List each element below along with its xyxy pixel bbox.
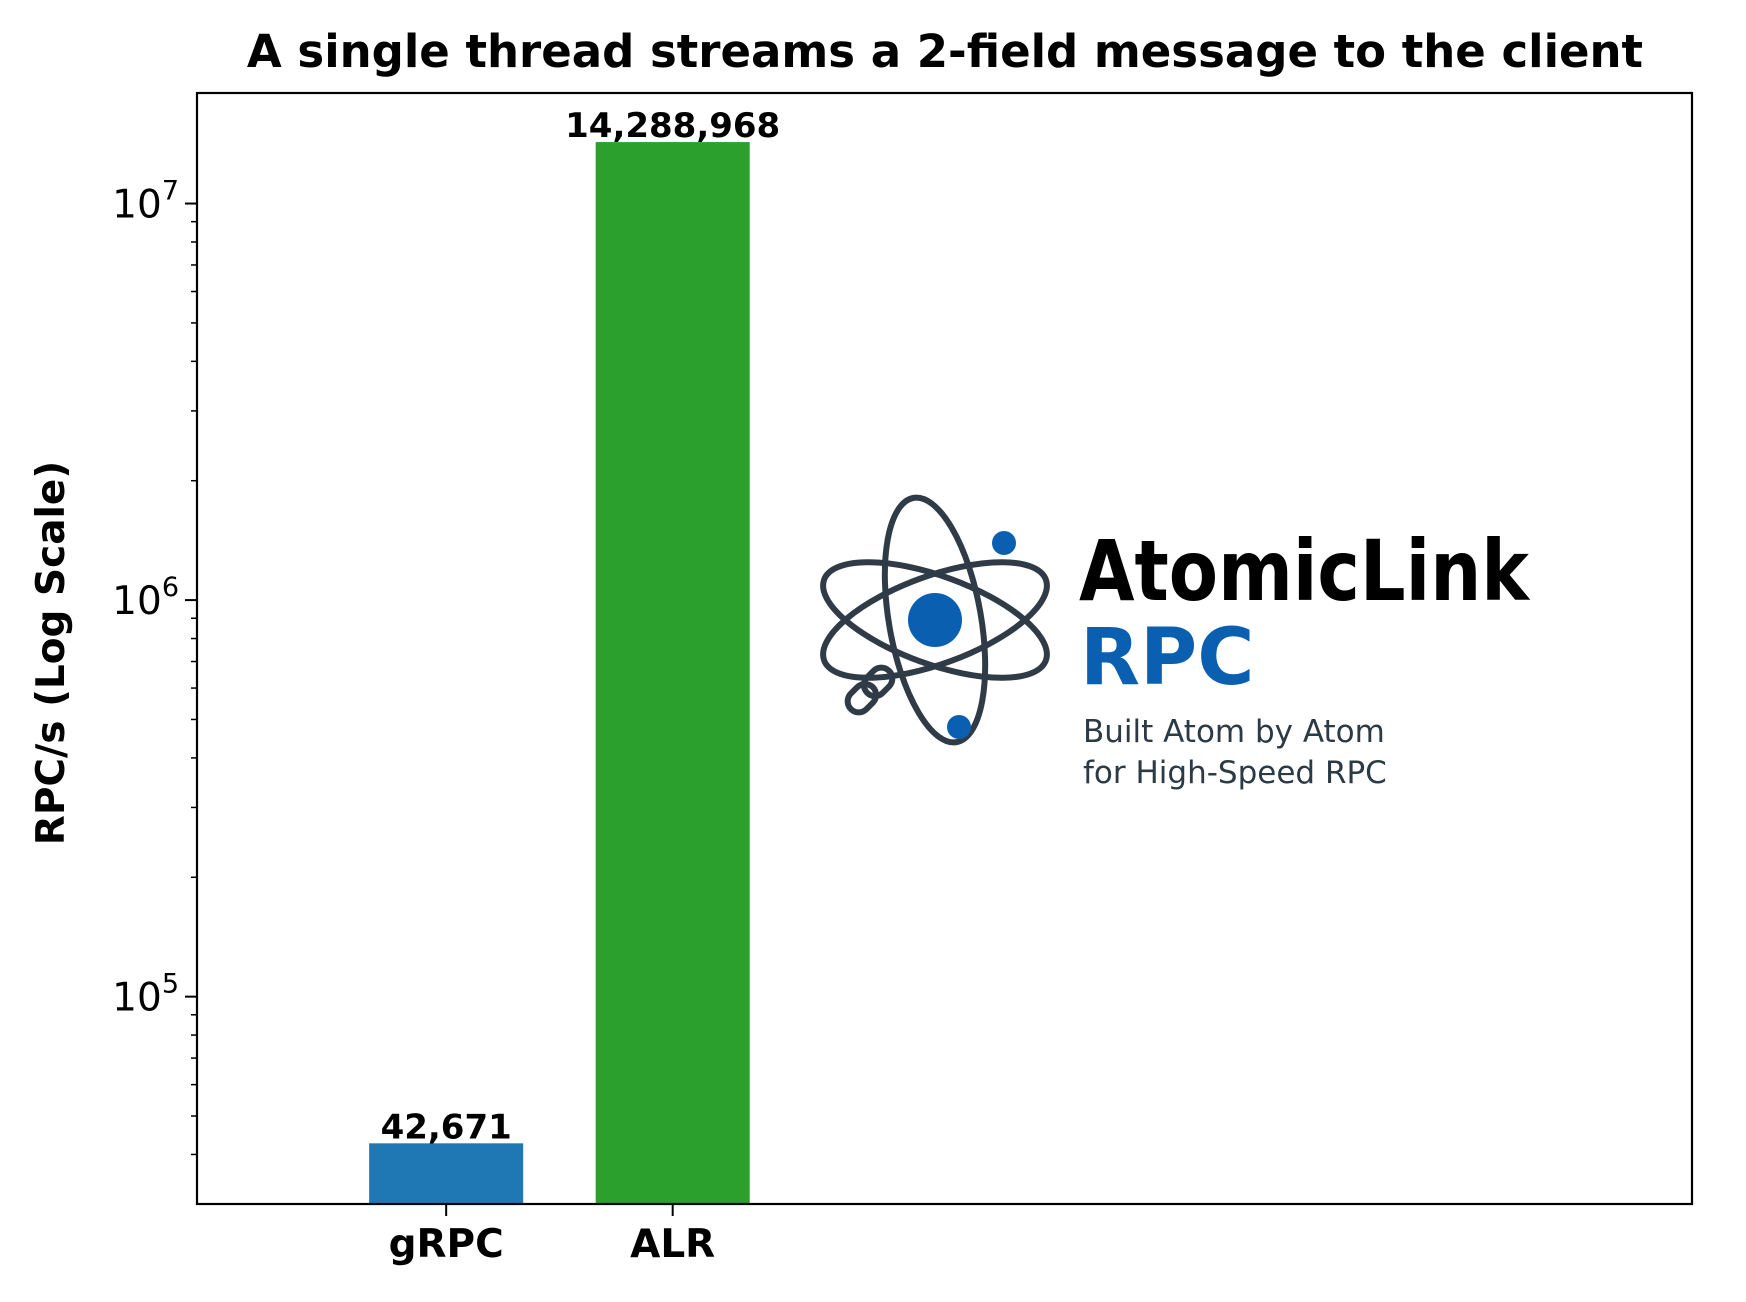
- chart-title: A single thread streams a 2-field messag…: [247, 25, 1643, 78]
- y-axis-label: RPC/s (Log Scale): [29, 461, 74, 845]
- bar-alr: [595, 142, 750, 1204]
- atomiclink-logo: AtomicLink RPC Built Atom by Atom for Hi…: [820, 494, 1531, 791]
- ticks-layer: gRPC ALR 105 106 107: [112, 176, 715, 1267]
- y-tick-label: 105: [112, 969, 179, 1021]
- logo-tagline-line1: Built Atom by Atom: [1083, 714, 1385, 750]
- logo-tagline-line2: for High-Speed RPC: [1083, 755, 1387, 791]
- x-tick-label-grpc: gRPC: [389, 1222, 504, 1267]
- bars-layer: 42,671 14,288,968: [369, 106, 780, 1204]
- chain-link-icon: [844, 664, 896, 716]
- atom-icon: [820, 494, 1050, 746]
- logo-product: RPC: [1080, 613, 1254, 703]
- bar-grpc: [369, 1143, 524, 1204]
- x-tick-label-alr: ALR: [630, 1222, 715, 1267]
- plot-frame: [195, 91, 1694, 1206]
- data-label-grpc: 42,671: [381, 1107, 512, 1147]
- y-tick-label: 106: [112, 572, 179, 624]
- y-tick-label: 107: [112, 176, 179, 228]
- data-label-alr: 14,288,968: [565, 106, 780, 146]
- logo-name: AtomicLink: [1079, 522, 1531, 620]
